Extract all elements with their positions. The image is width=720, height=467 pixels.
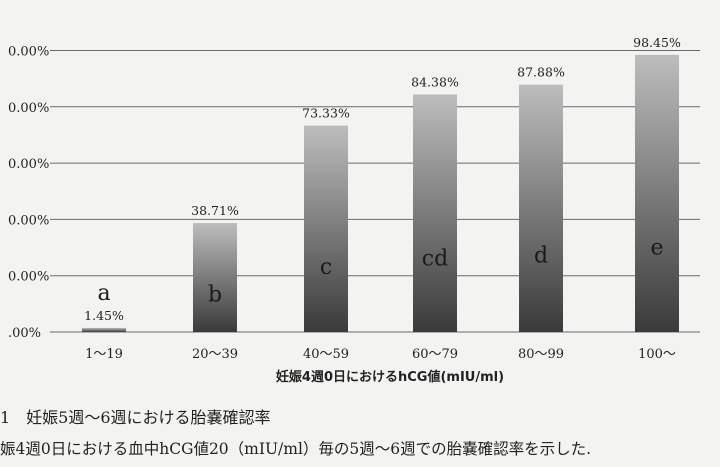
x-tick-label: 20～39 xyxy=(192,347,238,362)
x-axis-title: 妊娠4週0日におけるhCG値(mIU/ml) xyxy=(276,369,504,385)
data-label: 84.38% xyxy=(411,74,459,89)
data-label: 73.33% xyxy=(302,106,350,121)
y-tick-label: 0.00% xyxy=(8,213,49,228)
y-tick-label: 0.00% xyxy=(8,101,49,116)
figure-caption-title: 1 妊娠5週～6週における胎嚢確認率 xyxy=(0,408,271,427)
bars xyxy=(82,54,679,332)
data-label: 38.71% xyxy=(191,203,239,218)
data-label: 1.45% xyxy=(84,308,124,323)
bar xyxy=(82,327,126,332)
significance-letter: cd xyxy=(422,246,448,271)
figure-caption-description: 娠4週0日における血中hCG値20（mIU/ml）毎の5週～6週での胎嚢確認率を… xyxy=(0,440,592,458)
significance-letter: a xyxy=(97,281,110,306)
x-tick-label: 60～79 xyxy=(412,347,458,362)
bar xyxy=(635,54,679,332)
x-tick-label: 40～59 xyxy=(303,347,349,362)
bar xyxy=(193,223,237,332)
significance-letter: d xyxy=(534,244,548,269)
bar xyxy=(304,125,348,332)
x-tick-label: 80～99 xyxy=(518,347,564,362)
y-tick-label: 0.00% xyxy=(8,270,49,285)
data-label: 98.45% xyxy=(633,35,681,50)
y-tick-label: 0.00% xyxy=(8,157,49,172)
bar xyxy=(413,94,457,332)
labels: .00% 0.00% 0.00% 0.00% 0.00% 0.00% 1.45% a 1～19 3… xyxy=(8,35,681,362)
significance-letter: e xyxy=(650,235,663,260)
data-label: 87.88% xyxy=(517,65,565,80)
x-tick-label: 100～ xyxy=(638,347,676,362)
bar xyxy=(519,84,563,332)
x-tick-label: 1～19 xyxy=(85,347,123,362)
y-tick-label: 0.00% xyxy=(8,45,49,60)
gridlines xyxy=(50,50,700,333)
significance-letter: b xyxy=(208,282,222,307)
significance-letter: c xyxy=(320,255,332,280)
y-tick-label: .00% xyxy=(8,326,41,341)
